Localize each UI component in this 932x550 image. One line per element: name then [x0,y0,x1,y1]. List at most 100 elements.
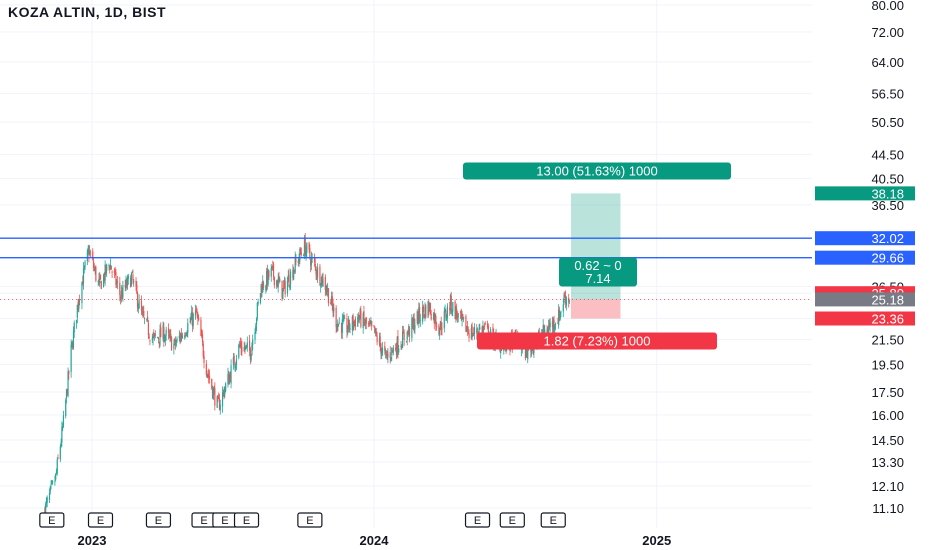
price-badge-bg [815,311,915,326]
candle-body [492,327,494,333]
candle-body [261,286,263,293]
event-marker: E [297,512,323,528]
candle-body [429,303,431,315]
candle-body [387,353,389,358]
candle-body [176,338,178,342]
candle-body [445,310,447,318]
price-tick: 40.50 [871,171,904,186]
candle-body [294,257,296,273]
candle-body [60,442,62,447]
candle-body [425,305,427,318]
candle-body [55,471,58,474]
candle-body [235,359,238,366]
candle-body [520,349,523,351]
candle-body [201,333,204,343]
candle-body [401,331,404,348]
candle-body [439,331,441,336]
candle-body [452,301,454,312]
candle-body [230,365,232,384]
candle-body [104,264,106,281]
event-marker-box [233,512,260,528]
candle-body [45,501,48,504]
candle-body [148,336,150,339]
candle-body [121,292,123,299]
candle-body [459,311,462,313]
event-marker: E [87,512,114,528]
candle-body [131,271,133,273]
candle-body [309,248,311,259]
candle-body [212,388,214,400]
candle-body [217,396,219,399]
candle-body [314,263,316,267]
price-badge: 32.02 [815,231,915,246]
event-marker-label: E [509,515,516,527]
candle-body [146,318,148,321]
price-axis[interactable]: 80.00 72.00 64.00 56.50 50.50 44.50 40.50 36.50… [812,0,932,550]
candle-body [414,324,416,329]
candle-body [568,301,571,303]
candle-body [250,354,252,361]
candle-body [439,321,442,330]
candle-body [105,265,107,274]
candle-body [114,271,116,272]
candle-body [259,293,262,304]
event-marker-box [39,512,65,528]
candle-body [167,328,170,334]
candle-body [48,492,51,501]
candle-body [82,268,85,284]
event-marker-box [464,512,491,528]
candle-body [116,283,118,285]
event-marker: E [233,512,260,528]
position-zones [571,193,621,319]
candle-body [482,325,484,332]
candle-body [386,354,388,357]
candle-body [154,333,156,336]
candle-body [125,279,127,289]
candle-body [245,344,248,346]
time-axis[interactable]: 2023 2024 2025 [78,533,672,548]
candle-body [272,265,274,267]
candle-body [232,357,234,365]
candle-body [406,331,408,340]
price-tick: 21.50 [871,333,904,348]
candle-body [321,274,323,285]
candle-body [286,280,289,294]
candle-body [55,473,57,480]
target-label-text: 13.00 (51.63%) 1000 [536,164,657,179]
candle-body [287,275,289,282]
price-tick: 36.50 [871,198,904,213]
candle-body [558,309,561,321]
candle-body [213,389,215,391]
price-tick: 64.00 [871,55,904,70]
event-marker-box [540,512,566,528]
candle-body [284,280,286,295]
candle-body [363,311,365,321]
candle-body [416,311,418,323]
candle-body [449,294,452,311]
candle-body [338,322,340,324]
candle-body [354,320,356,322]
candle-body [490,329,492,336]
candle-body [97,280,99,282]
event-marker-label: E [221,515,228,527]
horizontal-lines[interactable] [0,237,812,300]
candle-body [293,269,296,271]
candle-body [268,270,270,278]
candle-body [283,285,285,287]
candle-body [46,497,48,503]
candle-body [45,503,47,520]
candle-body [423,314,425,316]
candle-body [444,309,446,312]
candle-body [153,333,156,337]
price-badge-text: 23.36 [871,312,904,327]
candle-body [254,331,256,340]
candle-body [344,317,346,319]
candle-body [322,278,324,287]
price-badge-text: 25.18 [871,292,904,307]
candle-body [553,320,555,329]
candle-body [483,326,485,328]
candle-body [364,321,366,325]
candle-body [400,345,402,348]
